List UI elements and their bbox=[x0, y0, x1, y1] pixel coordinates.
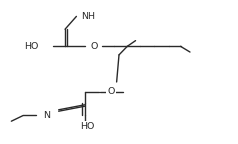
Text: N: N bbox=[43, 111, 50, 120]
Text: O: O bbox=[107, 87, 114, 96]
Text: NH: NH bbox=[81, 12, 95, 21]
Text: HO: HO bbox=[80, 122, 94, 131]
Text: HO: HO bbox=[24, 42, 39, 51]
Text: O: O bbox=[90, 42, 98, 51]
